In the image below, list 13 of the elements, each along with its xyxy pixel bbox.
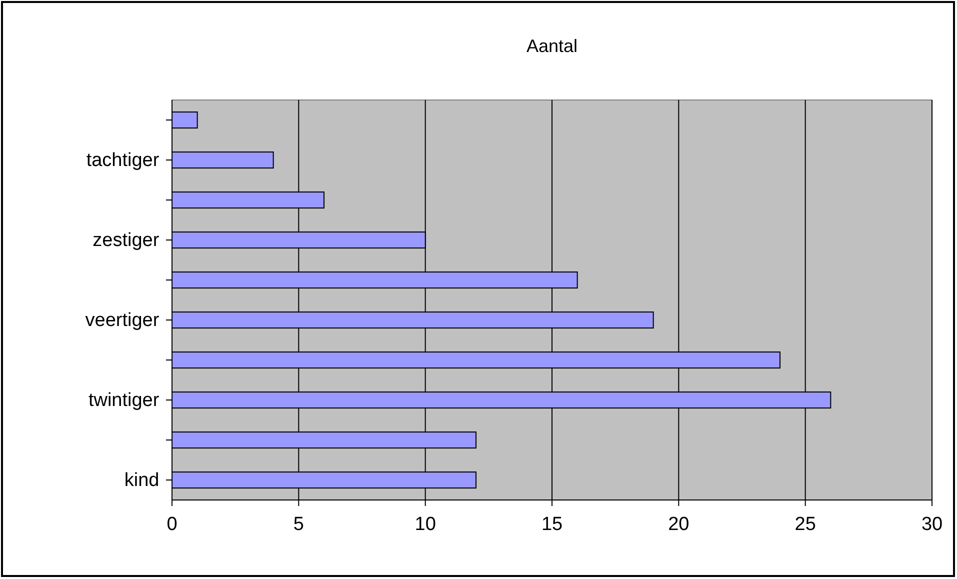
- y-tick-label: zestiger: [92, 230, 160, 252]
- x-tick-label: 5: [293, 514, 304, 535]
- x-tick-label: 10: [414, 514, 436, 535]
- y-tick-label: kind: [124, 470, 160, 492]
- x-tick-label: 20: [668, 514, 690, 535]
- x-tick-label: 15: [541, 514, 563, 535]
- y-tick-label: twintiger: [88, 390, 160, 412]
- y-tick-label: veertiger: [85, 310, 160, 332]
- y-tick-label: tachtiger: [86, 150, 160, 172]
- chart-title: Aantal: [526, 36, 578, 56]
- x-tick-label: 0: [166, 514, 178, 535]
- x-tick-label: 25: [794, 514, 816, 535]
- x-tick-label: 30: [921, 514, 943, 535]
